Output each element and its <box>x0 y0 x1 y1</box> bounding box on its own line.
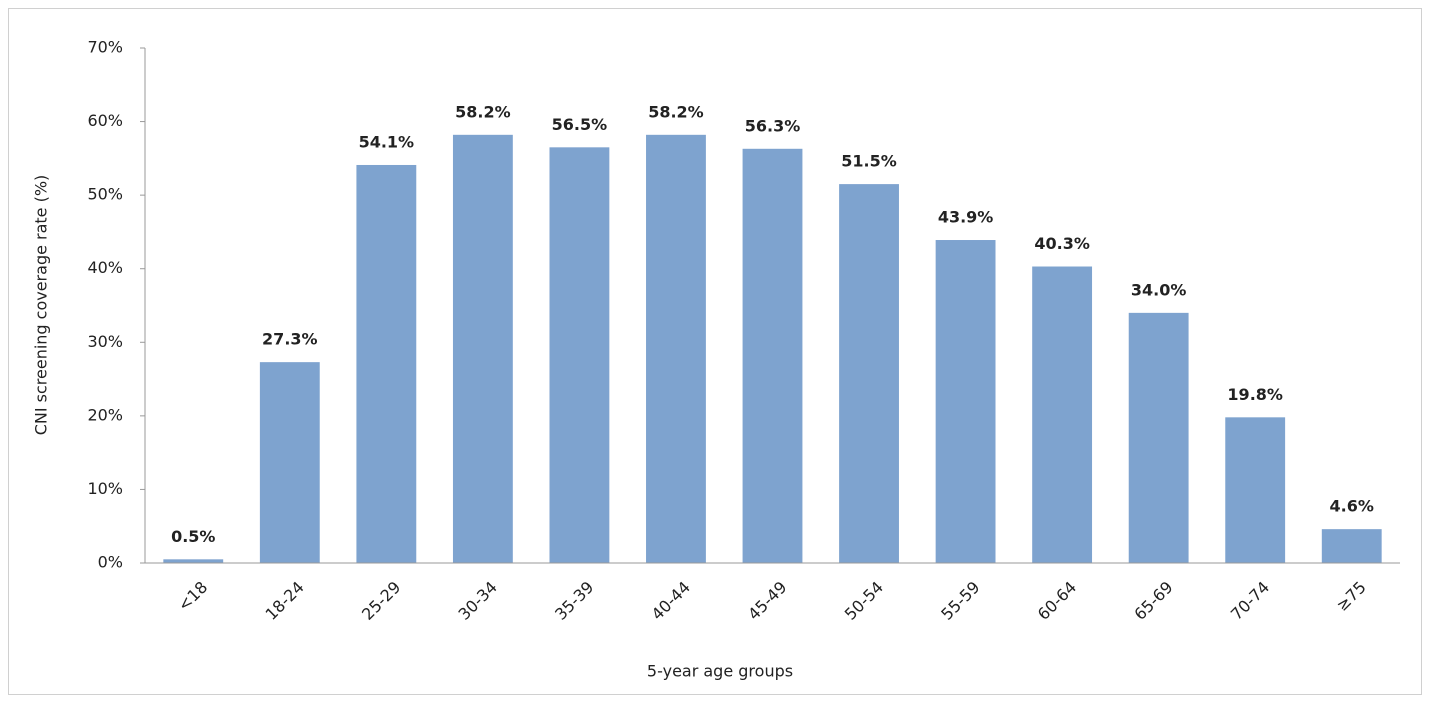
x-tick-label: 65-69 <box>1130 578 1176 624</box>
x-tick-label: ≥75 <box>1332 578 1369 615</box>
x-tick-label: 35-39 <box>551 578 597 624</box>
value-label: 4.6% <box>1330 497 1374 516</box>
x-tick-label: 50-54 <box>841 578 887 624</box>
bar <box>646 134 706 564</box>
bar <box>935 240 996 563</box>
x-tick-label: 55-59 <box>937 578 983 624</box>
value-label: 58.2% <box>455 102 511 121</box>
value-label: 19.8% <box>1227 385 1283 404</box>
y-tick-label: 0% <box>98 553 123 572</box>
x-axis-label: 5-year age groups <box>647 662 793 681</box>
x-tick-label: 30-34 <box>455 578 501 624</box>
bar <box>452 134 513 564</box>
value-label: 51.5% <box>841 152 897 171</box>
value-label: 56.3% <box>745 116 801 135</box>
x-tick-label: 60-64 <box>1034 578 1080 624</box>
bar <box>742 148 803 564</box>
value-label: 0.5% <box>171 527 215 546</box>
x-tick-label: 70-74 <box>1227 578 1273 624</box>
y-tick-label: 70% <box>87 38 123 57</box>
y-tick-label: 40% <box>87 258 123 277</box>
value-label: 34.0% <box>1131 280 1187 299</box>
value-label: 56.5% <box>552 115 608 134</box>
bar <box>1032 266 1093 563</box>
bar <box>163 559 224 563</box>
x-tick-label: 40-44 <box>648 578 694 624</box>
x-tick-label: 25-29 <box>358 578 404 624</box>
bar <box>549 147 610 564</box>
bar <box>1321 529 1382 563</box>
value-label: 58.2% <box>648 102 704 121</box>
value-label: 40.3% <box>1034 234 1090 253</box>
bar <box>839 184 899 563</box>
bar <box>259 362 320 563</box>
y-tick-label: 60% <box>87 111 123 130</box>
x-tick-label: 18-24 <box>262 578 308 624</box>
bar <box>1128 312 1189 563</box>
value-label: 54.1% <box>359 132 415 151</box>
y-axis-label: CNI screening coverage rate (%) <box>32 175 51 436</box>
y-tick-label: 10% <box>87 479 123 498</box>
value-label: 27.3% <box>262 330 318 349</box>
bar <box>356 164 417 563</box>
x-tick-label: <18 <box>174 578 211 615</box>
y-tick-label: 30% <box>87 332 123 351</box>
y-tick-label: 20% <box>87 405 123 424</box>
bar <box>1225 417 1286 563</box>
value-label: 43.9% <box>938 208 994 227</box>
chart-border <box>8 8 1422 695</box>
x-tick-label: 45-49 <box>744 578 790 624</box>
y-tick-label: 50% <box>87 185 123 204</box>
